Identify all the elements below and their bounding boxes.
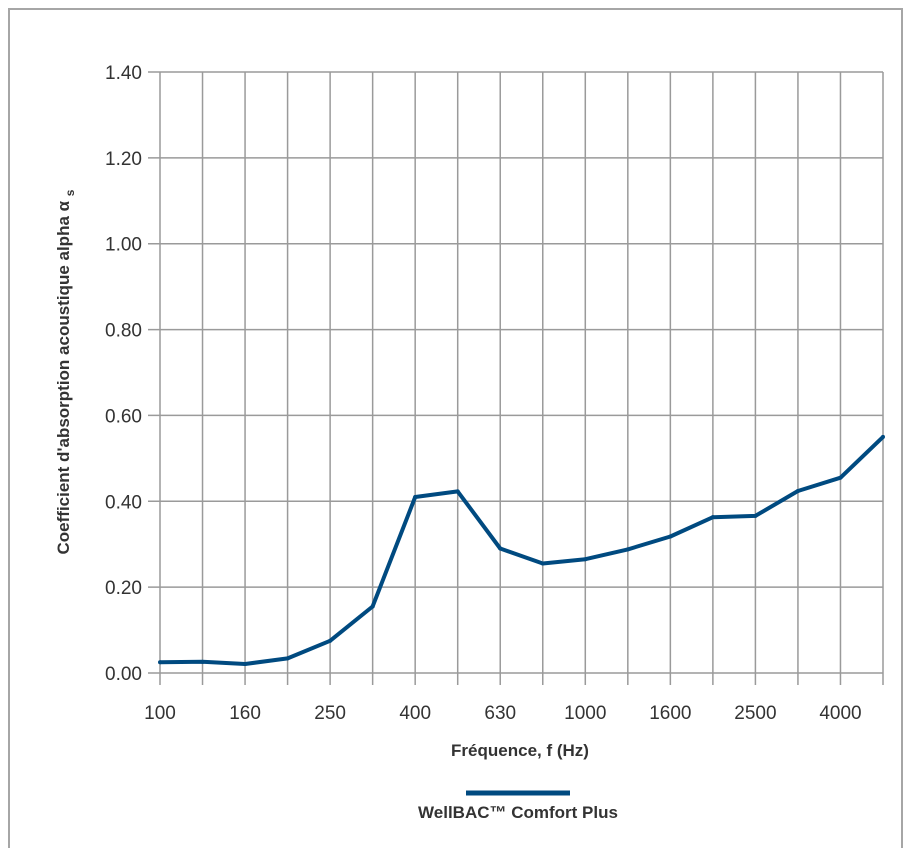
data-point <box>498 546 503 551</box>
x-tick-label: 630 <box>484 703 516 724</box>
x-tick-label: 4000 <box>819 703 861 724</box>
data-point <box>243 661 248 666</box>
series-layer <box>158 434 885 666</box>
data-point <box>328 638 333 643</box>
data-point <box>668 534 673 539</box>
y-tick-label: 1.40 <box>105 63 142 84</box>
y-axis-title-main: Coefficient d'absorption acoustique alph… <box>54 200 73 554</box>
data-point <box>455 489 460 494</box>
data-point <box>200 659 205 664</box>
data-point <box>753 513 758 518</box>
x-tick-label: 400 <box>399 703 431 724</box>
y-tick-label: 0.00 <box>105 664 142 685</box>
chart-frame <box>8 8 903 848</box>
y-axis-title: Coefficient d'absorption acoustique alph… <box>54 189 77 554</box>
x-axis-title: Fréquence, f (Hz) <box>451 741 589 760</box>
data-point <box>838 475 843 480</box>
data-point <box>710 515 715 520</box>
y-tick-label: 0.20 <box>105 578 142 599</box>
y-tick-label: 0.60 <box>105 406 142 427</box>
y-axis-title-subscript: s <box>63 189 77 196</box>
data-point <box>540 561 545 566</box>
data-point <box>370 604 375 609</box>
x-tick-label: 1600 <box>649 703 691 724</box>
y-axis-ticks: 0.00 0.20 0.40 0.60 0.80 1.00 1.20 1.40 <box>105 63 142 685</box>
legend-label: WellBAC™ Comfort Plus <box>418 803 618 822</box>
data-point <box>881 434 885 439</box>
data-point <box>158 660 162 665</box>
data-point <box>795 488 800 493</box>
x-tick-label: 2500 <box>734 703 776 724</box>
data-point <box>413 494 418 499</box>
x-tick-label: 250 <box>314 703 346 724</box>
data-point <box>625 547 630 552</box>
y-tick-label: 0.40 <box>105 492 142 513</box>
chart-grid <box>148 71 884 685</box>
x-axis-ticks: 100 160 250 400 630 1000 1600 2500 4000 <box>144 703 861 724</box>
y-tick-label: 0.80 <box>105 321 142 342</box>
x-tick-label: 100 <box>144 703 176 724</box>
data-point <box>583 557 588 562</box>
x-tick-label: 160 <box>229 703 261 724</box>
series-line <box>159 435 885 666</box>
y-tick-label: 1.20 <box>105 149 142 170</box>
data-point <box>285 656 290 661</box>
x-tick-label: 1000 <box>564 703 606 724</box>
y-tick-label: 1.00 <box>105 235 142 256</box>
